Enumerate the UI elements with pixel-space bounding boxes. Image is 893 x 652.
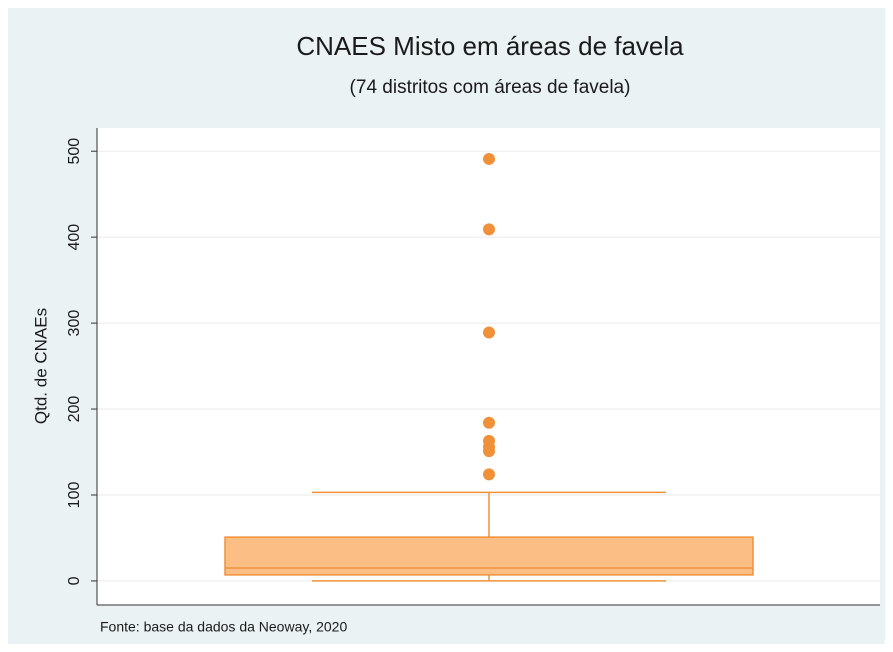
outlier <box>483 416 495 429</box>
outlier <box>483 468 495 481</box>
source-note: Fonte: base da dados da Neoway, 2020 <box>100 619 347 635</box>
y-tick-label: 400 <box>66 224 83 251</box>
y-tick-label: 200 <box>66 396 83 423</box>
outlier <box>483 445 495 458</box>
y-tick-label: 500 <box>66 138 83 165</box>
outlier <box>483 326 495 339</box>
chart-title: CNAES Misto em áreas de favela <box>296 31 684 61</box>
outlier <box>483 223 495 236</box>
y-tick-label: 100 <box>66 482 83 509</box>
y-tick-label: 0 <box>66 576 83 585</box>
y-axis-label: Qtd. de CNAEs <box>31 308 50 424</box>
chart-subtitle: (74 distritos com áreas de favela) <box>350 77 631 98</box>
y-tick-label: 300 <box>66 310 83 337</box>
outlier <box>483 152 495 165</box>
box <box>224 536 754 576</box>
